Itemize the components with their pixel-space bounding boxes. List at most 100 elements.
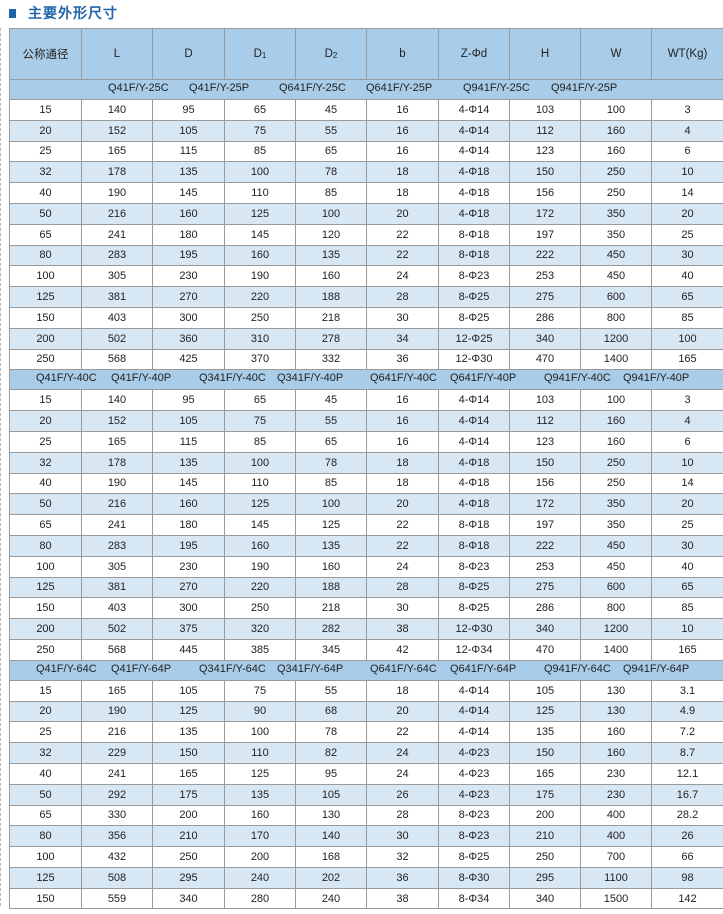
table-cell: 160 — [580, 119, 652, 142]
table-cell: 295 — [152, 866, 225, 889]
table-cell: 100 — [580, 99, 652, 121]
table-cell: 508 — [81, 866, 153, 889]
table-cell: 135 — [152, 451, 225, 474]
table-cell: 160 — [224, 534, 296, 557]
section-title: 主要外形尺寸 — [9, 2, 118, 24]
table-cell: 120 — [295, 223, 367, 246]
table-cell: 145 — [224, 514, 296, 536]
table-cell: 160 — [580, 430, 652, 453]
table-cell: 130 — [580, 700, 652, 723]
table-cell: 165 — [152, 762, 225, 785]
table-cell: 200 — [9, 618, 82, 640]
table-cell: 15 — [9, 679, 82, 702]
table-cell: 110 — [224, 472, 296, 495]
table-cell: 202 — [295, 866, 367, 889]
table-row: 20 152 105 75 55 16 4-Φ14 112 160 4 — [9, 119, 723, 142]
table-cell: 340 — [509, 618, 581, 640]
table-cell: 8-Φ18 — [438, 223, 510, 246]
table-cell: 800 — [580, 597, 652, 620]
table-cell: 65 — [9, 223, 82, 246]
table-cell: 50 — [9, 202, 82, 225]
table-row: 40 241 165 125 95 24 4-Φ23 165 230 12.1 — [9, 762, 723, 785]
table-cell: 450 — [580, 534, 652, 557]
model-label: Q941F/Y-64C — [544, 662, 611, 675]
table-cell: 78 — [295, 721, 367, 744]
table-cell: 18 — [366, 161, 439, 184]
table-cell: 4-Φ23 — [438, 742, 510, 764]
table-cell: 160 — [580, 140, 652, 163]
column-header: b — [366, 28, 439, 80]
table-cell: 370 — [224, 348, 296, 371]
table-cell: 4-Φ14 — [438, 389, 510, 412]
table-row: 32 229 150 110 82 24 4-Φ23 150 160 8.7 — [9, 742, 723, 764]
table-cell: 100 — [295, 202, 367, 225]
table-cell: 15 — [9, 99, 82, 121]
table-cell: 403 — [81, 306, 153, 329]
table-cell: 66 — [651, 846, 723, 868]
table-cell: 145 — [152, 472, 225, 495]
table-cell: 98 — [651, 866, 723, 889]
table-cell: 216 — [81, 493, 153, 516]
model-label: Q641F/Y-25C — [279, 82, 346, 94]
table-cell: 140 — [81, 389, 153, 412]
table-cell: 8-Φ23 — [438, 265, 510, 288]
table-cell: 250 — [580, 161, 652, 184]
table-cell: 55 — [295, 119, 367, 142]
table-cell: 85 — [651, 306, 723, 329]
table-cell: 32 — [9, 451, 82, 474]
table-cell: 502 — [81, 327, 153, 350]
table-cell: 278 — [295, 327, 367, 350]
table-cell: 8-Φ25 — [438, 597, 510, 620]
model-label: Q641F/Y-40P — [450, 372, 517, 385]
table-cell: 50 — [9, 493, 82, 516]
table-cell: 241 — [81, 762, 153, 785]
table-cell: 375 — [152, 618, 225, 640]
table-cell: 20 — [9, 119, 82, 142]
table-cell: 340 — [152, 887, 225, 910]
table-cell: 275 — [509, 286, 581, 308]
column-header-label: D — [184, 48, 193, 60]
table-cell: 286 — [509, 597, 581, 620]
table-cell: 80 — [9, 825, 82, 848]
table-cell: 210 — [509, 825, 581, 848]
table-cell: 12-Φ30 — [438, 618, 510, 640]
table-cell: 286 — [509, 306, 581, 329]
table-cell: 40 — [9, 182, 82, 204]
table-cell: 502 — [81, 618, 153, 640]
table-cell: 4-Φ23 — [438, 783, 510, 806]
table-cell: 100 — [224, 161, 296, 184]
table-cell: 175 — [509, 783, 581, 806]
table-cell: 12-Φ25 — [438, 327, 510, 350]
table-cell: 4 — [651, 119, 723, 142]
table-row: 40 190 145 110 85 18 4-Φ18 156 250 14 — [9, 182, 723, 204]
table-cell: 6 — [651, 140, 723, 163]
table-cell: 135 — [295, 244, 367, 267]
table-cell: 28 — [366, 286, 439, 308]
table-cell: 4-Φ18 — [438, 472, 510, 495]
model-label: Q941F/Y-40P — [623, 372, 690, 385]
table-cell: 112 — [509, 410, 581, 432]
table-cell: 75 — [224, 119, 296, 142]
table-cell: 150 — [509, 742, 581, 764]
table-cell: 200 — [224, 846, 296, 868]
table-cell: 381 — [81, 286, 153, 308]
table-cell: 230 — [580, 783, 652, 806]
column-header: H — [509, 28, 581, 80]
table-cell: 165 — [651, 348, 723, 371]
table-cell: 105 — [509, 679, 581, 702]
table-row: 80 356 210 170 140 30 8-Φ23 210 400 26 — [9, 825, 723, 848]
table-cell: 30 — [366, 825, 439, 848]
table-cell: 381 — [81, 576, 153, 599]
table-cell: 152 — [81, 410, 153, 432]
table-cell: 135 — [224, 783, 296, 806]
model-label: Q941F/Y-64P — [623, 662, 690, 675]
table-cell: 165 — [81, 140, 153, 163]
model-label: Q41F/Y-64P — [111, 662, 172, 675]
table-cell: 85 — [224, 430, 296, 453]
table-cell: 229 — [81, 742, 153, 764]
table-cell: 20 — [651, 493, 723, 516]
table-cell: 250 — [580, 182, 652, 204]
column-header-label: D — [253, 48, 262, 60]
table-cell: 8-Φ23 — [438, 825, 510, 848]
table-cell: 150 — [9, 887, 82, 910]
